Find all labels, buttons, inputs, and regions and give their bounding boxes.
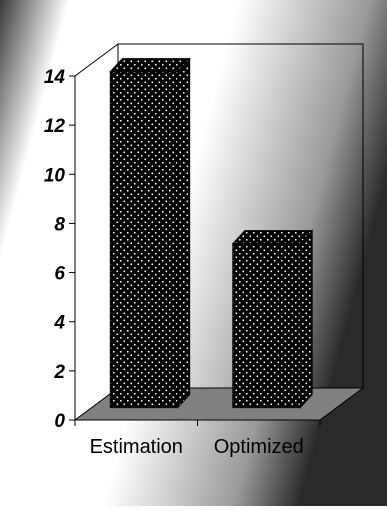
- bar-top: [231, 230, 314, 245]
- bar-top: [109, 58, 191, 73]
- y-tick-label: 6: [54, 264, 65, 285]
- y-tick-label: 0: [54, 411, 65, 432]
- y-tick-label: 8: [54, 214, 65, 235]
- bar-side: [299, 229, 313, 409]
- y-axis-top-connector: [74, 43, 119, 77]
- x-tick-label: Estimation: [90, 436, 183, 458]
- y-tick-label: 10: [44, 165, 66, 186]
- y-tick-label: 2: [53, 362, 65, 383]
- bar: [109, 71, 179, 409]
- bar: [232, 243, 301, 409]
- y-tick-label: 12: [44, 116, 66, 137]
- y-tick-label: 14: [44, 67, 66, 88]
- bar-side: [177, 57, 191, 409]
- y-tick-label: 4: [53, 313, 65, 334]
- x-tick-label: Optimized: [214, 436, 304, 458]
